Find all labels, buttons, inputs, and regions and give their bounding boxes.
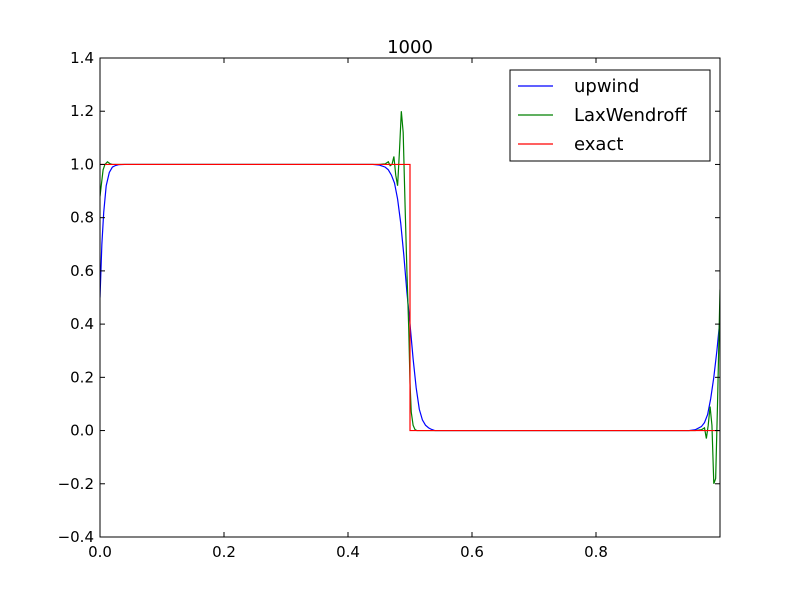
y-tick-label: 0.2 <box>70 368 94 386</box>
y-tick-label: 0.6 <box>70 262 94 280</box>
y-tick-label: −0.4 <box>58 528 94 546</box>
series-line-upwind <box>100 163 720 432</box>
series-line-exact <box>100 163 720 432</box>
legend-label-upwind: upwind <box>574 76 639 97</box>
ticks-layer: 0.0 0.2 0.4 0.6 0.8 −0.4 −0.2 0.0 0.2 0.4 0.6 0.8 1.… <box>58 49 720 561</box>
x-tick-label: 0.6 <box>460 543 484 561</box>
y-tick-label: −0.2 <box>58 475 94 493</box>
legend: upwind LaxWendroff exact <box>509 69 711 162</box>
x-tick-label: 0.2 <box>212 543 236 561</box>
y-tick-label: 0.8 <box>70 209 94 227</box>
legend-label-exact: exact <box>574 134 623 155</box>
y-tick-label: 1.2 <box>70 102 94 120</box>
y-tick-label: 0.4 <box>70 315 94 333</box>
series-layer <box>100 111 720 484</box>
x-tick-label: 0.8 <box>584 543 608 561</box>
y-tick-label: 1.0 <box>70 155 94 173</box>
legend-label-laxwendroff: LaxWendroff <box>574 105 687 126</box>
axes-frame <box>99 57 721 538</box>
x-tick-label: 0.0 <box>88 543 112 561</box>
y-tick-label: 1.4 <box>70 49 94 67</box>
y-tick-label: 0.0 <box>70 422 94 440</box>
x-tick-label: 0.4 <box>336 543 360 561</box>
chart-title: 1000 <box>387 37 433 58</box>
